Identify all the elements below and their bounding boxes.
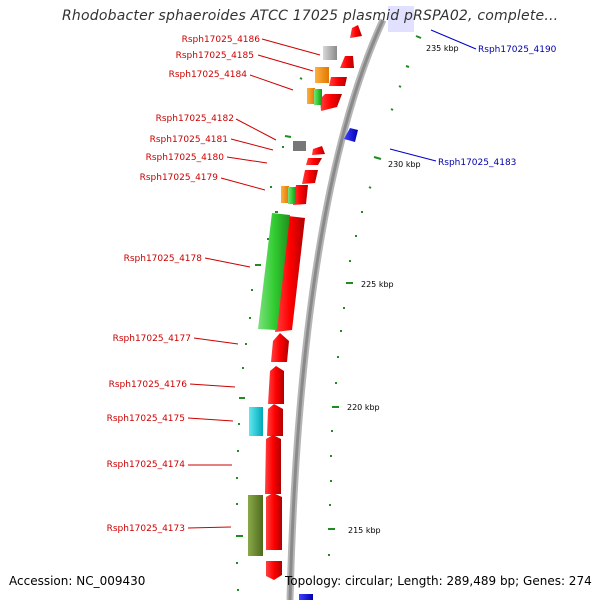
gene-label[interactable]: Rsph17025_4186 xyxy=(182,35,261,45)
accession-text: Accession: NC_009430 xyxy=(9,574,146,588)
feature-orange[interactable] xyxy=(315,67,329,83)
map-title: Rhodobacter sphaeroides ATCC 17025 plasm… xyxy=(62,8,559,24)
feature-gray[interactable] xyxy=(323,46,337,60)
feature-gray-dark[interactable] xyxy=(293,141,306,151)
cds-arrow[interactable] xyxy=(267,404,283,436)
cds-arrow[interactable] xyxy=(275,216,305,332)
forward-cds-track xyxy=(265,25,362,580)
cds-arrow[interactable] xyxy=(320,94,342,111)
cds-arrow[interactable] xyxy=(266,561,282,580)
cds-arrow[interactable] xyxy=(293,185,308,205)
cds-arrow[interactable] xyxy=(350,25,362,38)
kbp-label: 235 kbp xyxy=(426,44,459,53)
cds-arrow[interactable] xyxy=(306,158,322,165)
kbp-label: 215 kbp xyxy=(348,526,381,535)
feature-olive[interactable] xyxy=(248,495,263,556)
gene-label[interactable]: Rsph17025_4183 xyxy=(438,158,516,168)
gene-label[interactable]: Rsph17025_4182 xyxy=(156,114,234,124)
gene-label[interactable]: Rsph17025_4179 xyxy=(140,173,219,183)
outer-ticks xyxy=(328,35,422,556)
reverse-cds-arrow[interactable] xyxy=(299,594,313,600)
cds-arrow[interactable] xyxy=(265,435,281,494)
gene-label[interactable]: Rsph17025_4180 xyxy=(146,153,225,163)
kbp-label: 225 kbp xyxy=(361,280,394,289)
feature-green[interactable] xyxy=(314,89,322,105)
gene-labels-right: Rsph17025_4190 Rsph17025_4183 xyxy=(438,45,557,168)
topology-summary: Topology: circular; Length: 289,489 bp; … xyxy=(285,574,592,588)
kbp-label: 220 kbp xyxy=(347,403,380,412)
gene-label[interactable]: Rsph17025_4184 xyxy=(169,70,248,80)
gene-label[interactable]: Rsph17025_4185 xyxy=(176,51,254,61)
cds-arrow[interactable] xyxy=(329,77,347,86)
cds-arrow[interactable] xyxy=(302,170,318,184)
gene-label-leaders xyxy=(187,38,321,529)
gene-labels-left: Rsph17025_4186 Rsph17025_4185 Rsph17025_… xyxy=(107,35,261,534)
gene-label[interactable]: Rsph17025_4174 xyxy=(107,460,186,470)
feature-cyan[interactable] xyxy=(249,407,263,436)
gene-label[interactable]: Rsph17025_4181 xyxy=(150,135,228,145)
cds-arrow[interactable] xyxy=(266,493,282,550)
cds-arrow[interactable] xyxy=(340,56,354,68)
gene-label[interactable]: Rsph17025_4178 xyxy=(124,254,203,264)
feature-orange[interactable] xyxy=(307,88,315,104)
kbp-label: 230 kbp xyxy=(388,160,421,169)
feature-green-large[interactable] xyxy=(258,213,290,330)
feature-orange[interactable] xyxy=(281,186,289,203)
gene-label[interactable]: Rsph17025_4173 xyxy=(107,524,185,534)
gene-label[interactable]: Rsph17025_4175 xyxy=(107,414,185,424)
reverse-cds-arrow[interactable] xyxy=(344,128,358,142)
backbone-arc-core xyxy=(288,19,385,600)
cds-arrow[interactable] xyxy=(312,146,325,155)
gene-label[interactable]: Rsph17025_4177 xyxy=(113,334,191,344)
gene-label-leaders-right xyxy=(389,29,477,162)
cds-arrow[interactable] xyxy=(271,333,289,362)
feature-track xyxy=(248,6,414,556)
feature-lavender[interactable] xyxy=(388,6,414,32)
gene-label[interactable]: Rsph17025_4176 xyxy=(109,380,188,390)
cds-arrow[interactable] xyxy=(268,366,284,404)
gene-label[interactable]: Rsph17025_4190 xyxy=(478,45,557,55)
feature-green[interactable] xyxy=(288,187,296,204)
inner-ticks xyxy=(236,77,303,591)
